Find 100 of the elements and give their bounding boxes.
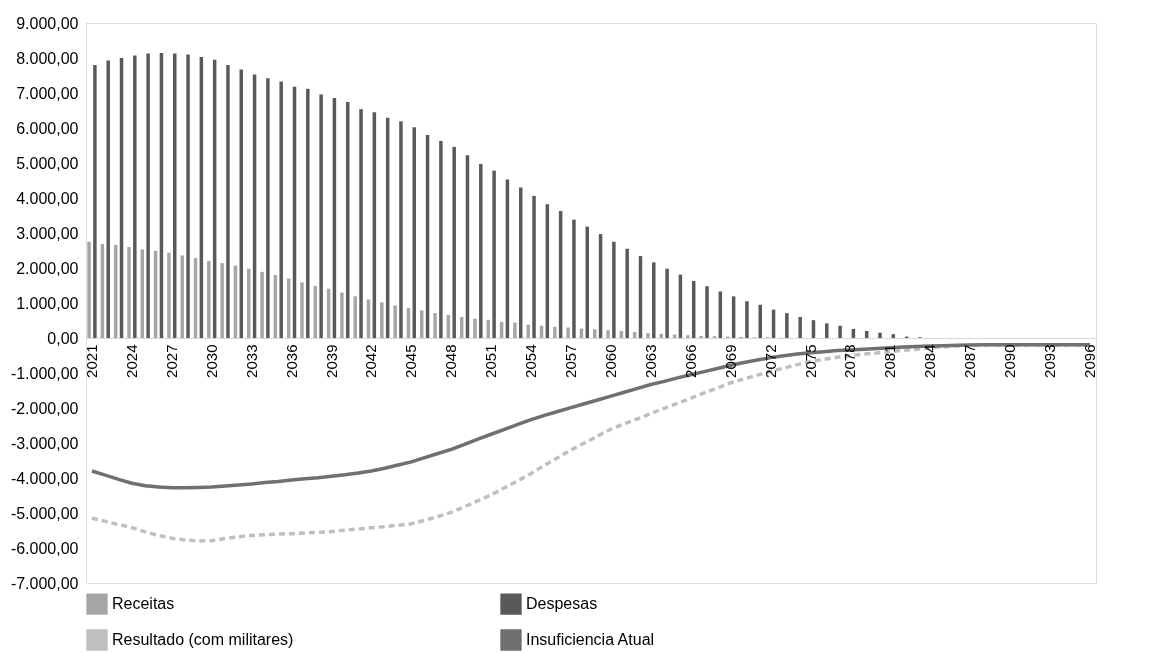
y-tick-label: -2.000,00 xyxy=(10,399,79,417)
y-tick-label: 1.000,00 xyxy=(16,294,79,312)
y-tick-label: -7.000,00 xyxy=(10,574,79,592)
bar xyxy=(399,121,403,338)
bar xyxy=(93,65,97,338)
y-tick-label: 3.000,00 xyxy=(16,224,79,242)
x-tick-label: 2072 xyxy=(761,344,779,378)
bar xyxy=(606,330,610,338)
y-tick-label: -6.000,00 xyxy=(10,539,79,557)
y-tick-label: 0,00 xyxy=(47,329,79,347)
bar xyxy=(785,313,789,338)
x-tick-label: 2057 xyxy=(562,344,580,378)
x-tick-label: 2093 xyxy=(1041,344,1059,378)
bar xyxy=(300,282,304,338)
x-tick-label: 2042 xyxy=(362,344,380,378)
x-tick-label: 2096 xyxy=(1081,344,1099,378)
y-tick-label: 7.000,00 xyxy=(16,84,79,102)
bar xyxy=(566,327,570,338)
x-tick-label: 2021 xyxy=(82,344,100,378)
bar xyxy=(133,55,137,338)
x-tick-label: 2060 xyxy=(601,344,619,378)
legend-label: Insuficiencia Atual xyxy=(526,631,655,648)
bar xyxy=(891,334,896,338)
bar xyxy=(479,164,483,338)
bar xyxy=(306,88,310,338)
bar xyxy=(380,302,384,338)
y-tick-label: -5.000,00 xyxy=(10,504,79,522)
x-tick-label: 2024 xyxy=(122,344,140,378)
bar xyxy=(665,268,669,338)
x-tick-label: 2036 xyxy=(282,344,300,378)
bar xyxy=(686,335,690,338)
bar xyxy=(646,333,650,338)
bar xyxy=(359,109,363,338)
x-tick-label: 2078 xyxy=(841,344,859,378)
bar xyxy=(87,241,91,338)
bar xyxy=(652,262,656,338)
bar xyxy=(452,146,456,338)
x-tick-label: 2048 xyxy=(442,344,460,378)
bar xyxy=(878,332,882,338)
y-tick-label: -1.000,00 xyxy=(10,364,79,382)
bar xyxy=(340,292,344,338)
bar xyxy=(553,326,557,338)
x-tick-label: 2075 xyxy=(801,344,819,378)
x-tick-label: 2030 xyxy=(202,344,220,378)
bar xyxy=(838,325,842,338)
x-tick-label: 2027 xyxy=(162,344,180,378)
y-tick-label: 5.000,00 xyxy=(16,154,79,172)
bar xyxy=(473,318,477,338)
x-tick-label: 2051 xyxy=(482,344,500,378)
bar xyxy=(532,195,536,338)
bar xyxy=(393,305,397,338)
bar xyxy=(625,248,629,338)
y-tick-label: 8.000,00 xyxy=(16,49,79,67)
bar xyxy=(186,54,190,338)
x-tick-label: 2087 xyxy=(961,344,979,378)
bar xyxy=(572,219,576,338)
bar xyxy=(167,252,171,338)
bar xyxy=(220,263,224,338)
x-tick-label: 2033 xyxy=(242,344,260,378)
bar xyxy=(513,322,517,338)
x-tick-label: 2066 xyxy=(681,344,699,378)
y-tick-label: 9.000,00 xyxy=(16,14,79,32)
bar xyxy=(180,255,184,338)
legend-label: Receitas xyxy=(112,595,175,613)
bar xyxy=(127,247,131,338)
bar xyxy=(207,261,211,338)
x-tick-label: 2063 xyxy=(641,344,659,378)
bar xyxy=(319,94,323,338)
bar xyxy=(612,241,616,338)
y-tick-label: 2.000,00 xyxy=(16,259,79,277)
legend-label: Despesas xyxy=(526,595,598,613)
x-tick-label: 2045 xyxy=(402,344,420,378)
x-tick-label: 2084 xyxy=(921,344,939,378)
bar xyxy=(492,170,496,338)
y-tick-label: 4.000,00 xyxy=(16,189,79,207)
x-tick-label: 2069 xyxy=(721,344,739,378)
bar xyxy=(699,335,703,338)
x-tick-label: 2054 xyxy=(522,344,540,378)
bar xyxy=(433,313,437,338)
bar xyxy=(825,323,829,338)
bar xyxy=(526,324,530,338)
bar xyxy=(247,268,251,338)
y-tick-label: -4.000,00 xyxy=(10,469,79,487)
bar xyxy=(353,296,357,338)
bar xyxy=(266,78,270,338)
bar xyxy=(226,65,230,338)
bar xyxy=(106,60,110,338)
bar xyxy=(705,286,709,338)
bar xyxy=(260,271,264,338)
x-tick-label: 2039 xyxy=(322,344,340,378)
bar xyxy=(439,140,443,338)
x-tick-label: 2081 xyxy=(881,344,899,378)
y-tick-label: 6.000,00 xyxy=(16,119,79,137)
legend-label: Resultado (com militares) xyxy=(112,631,294,648)
bar xyxy=(146,53,150,338)
bar xyxy=(745,301,749,338)
bar xyxy=(279,81,283,338)
x-tick-label: 2090 xyxy=(1001,344,1019,378)
y-tick-label: -3.000,00 xyxy=(10,434,79,452)
bar xyxy=(798,317,802,338)
